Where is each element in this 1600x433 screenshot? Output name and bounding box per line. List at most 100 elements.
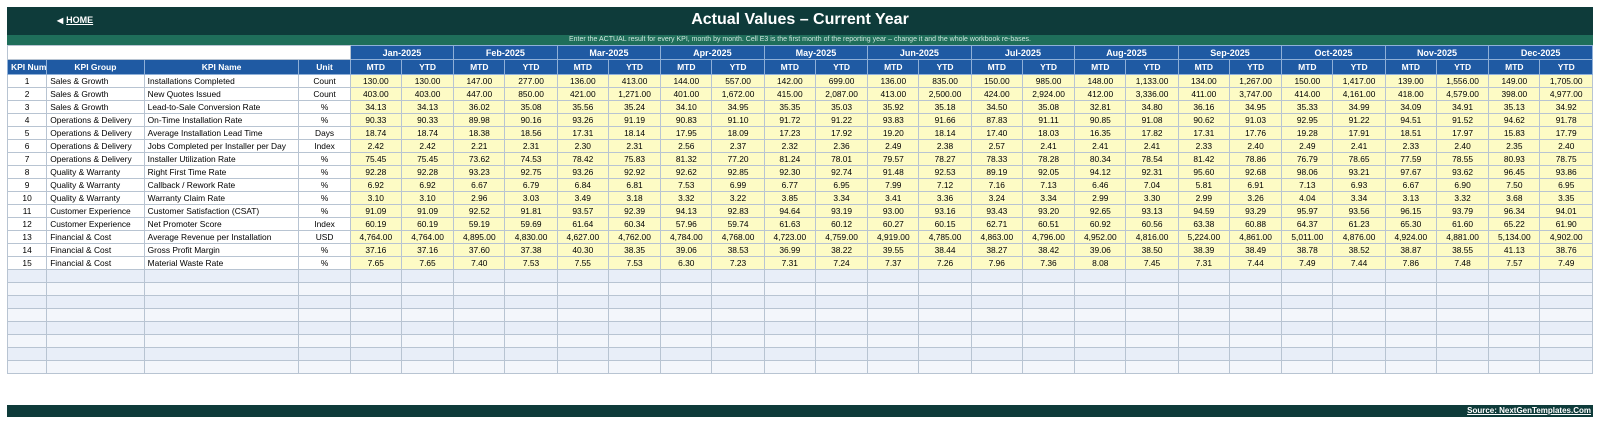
empty-cell[interactable] bbox=[814, 334, 869, 348]
empty-cell[interactable] bbox=[1384, 334, 1437, 348]
empty-cell[interactable] bbox=[1021, 282, 1076, 296]
ytd-value-cell[interactable]: 4,876.00 bbox=[1332, 230, 1386, 244]
ytd-value-cell[interactable]: 92.68 bbox=[1228, 165, 1283, 179]
empty-cell[interactable] bbox=[1332, 308, 1386, 322]
empty-cell[interactable] bbox=[298, 334, 351, 348]
empty-cell[interactable] bbox=[1384, 360, 1437, 374]
empty-cell[interactable] bbox=[1177, 347, 1230, 361]
mtd-value-cell[interactable]: 81.42 bbox=[1177, 152, 1230, 166]
empty-cell[interactable] bbox=[1488, 360, 1541, 374]
ytd-value-cell[interactable]: 4,768.00 bbox=[711, 230, 765, 244]
mtd-value-cell[interactable]: 19.28 bbox=[1281, 126, 1334, 140]
empty-cell[interactable] bbox=[6, 347, 48, 361]
ytd-value-cell[interactable]: 1,417.00 bbox=[1332, 74, 1386, 88]
mtd-value-cell[interactable]: 37.16 bbox=[349, 243, 402, 257]
mtd-value-cell[interactable]: 7.99 bbox=[867, 178, 920, 192]
mtd-value-cell[interactable]: 91.72 bbox=[763, 113, 816, 127]
ytd-value-cell[interactable]: 92.75 bbox=[504, 165, 558, 179]
empty-cell[interactable] bbox=[46, 308, 145, 322]
empty-cell[interactable] bbox=[504, 321, 558, 335]
mtd-value-cell[interactable]: 92.65 bbox=[1074, 204, 1127, 218]
empty-cell[interactable] bbox=[607, 360, 662, 374]
mtd-value-cell[interactable]: 411.00 bbox=[1177, 87, 1230, 101]
mtd-value-cell[interactable]: 2.56 bbox=[660, 139, 713, 153]
empty-cell[interactable] bbox=[298, 347, 351, 361]
ytd-value-cell[interactable]: 38.76 bbox=[1539, 243, 1593, 257]
empty-cell[interactable] bbox=[1435, 334, 1490, 348]
ytd-value-cell[interactable]: 92.28 bbox=[400, 165, 455, 179]
empty-cell[interactable] bbox=[1539, 295, 1593, 309]
empty-cell[interactable] bbox=[1539, 282, 1593, 296]
mtd-value-cell[interactable]: 92.62 bbox=[660, 165, 713, 179]
ytd-value-cell[interactable]: 4,816.00 bbox=[1125, 230, 1179, 244]
empty-cell[interactable] bbox=[400, 308, 455, 322]
mtd-value-cell[interactable]: 89.19 bbox=[970, 165, 1023, 179]
mtd-value-cell[interactable]: 4,784.00 bbox=[660, 230, 713, 244]
ytd-value-cell[interactable]: 2.40 bbox=[1228, 139, 1283, 153]
mtd-value-cell[interactable]: 93.26 bbox=[556, 113, 609, 127]
ytd-value-cell[interactable]: 4,762.00 bbox=[607, 230, 662, 244]
empty-cell[interactable] bbox=[143, 308, 300, 322]
mtd-value-cell[interactable]: 147.00 bbox=[453, 74, 506, 88]
mtd-value-cell[interactable]: 95.60 bbox=[1177, 165, 1230, 179]
mtd-value-cell[interactable]: 5,224.00 bbox=[1177, 230, 1230, 244]
mtd-value-cell[interactable]: 41.13 bbox=[1488, 243, 1541, 257]
ytd-value-cell[interactable]: 2.36 bbox=[814, 139, 869, 153]
ytd-value-cell[interactable]: 60.15 bbox=[918, 217, 972, 231]
mtd-value-cell[interactable]: 18.74 bbox=[349, 126, 402, 140]
mtd-value-cell[interactable]: 96.15 bbox=[1384, 204, 1437, 218]
ytd-value-cell[interactable]: 17.79 bbox=[1539, 126, 1593, 140]
ytd-value-cell[interactable]: 93.20 bbox=[1021, 204, 1076, 218]
mtd-value-cell[interactable]: 4,924.00 bbox=[1384, 230, 1437, 244]
ytd-value-cell[interactable]: 2.42 bbox=[400, 139, 455, 153]
empty-cell[interactable] bbox=[1384, 269, 1437, 283]
mtd-value-cell[interactable]: 6.46 bbox=[1074, 178, 1127, 192]
mtd-value-cell[interactable]: 17.31 bbox=[556, 126, 609, 140]
empty-cell[interactable] bbox=[1228, 308, 1283, 322]
empty-cell[interactable] bbox=[1021, 321, 1076, 335]
ytd-value-cell[interactable]: 3.30 bbox=[1125, 191, 1179, 205]
empty-cell[interactable] bbox=[400, 295, 455, 309]
mtd-value-cell[interactable]: 39.06 bbox=[660, 243, 713, 257]
ytd-value-cell[interactable]: 2,500.00 bbox=[918, 87, 972, 101]
empty-cell[interactable] bbox=[1332, 321, 1386, 335]
empty-cell[interactable] bbox=[6, 321, 48, 335]
mtd-value-cell[interactable]: 8.08 bbox=[1074, 256, 1127, 270]
mtd-value-cell[interactable]: 5,134.00 bbox=[1488, 230, 1541, 244]
empty-cell[interactable] bbox=[607, 282, 662, 296]
empty-cell[interactable] bbox=[660, 282, 713, 296]
mtd-value-cell[interactable]: 90.33 bbox=[349, 113, 402, 127]
empty-cell[interactable] bbox=[1125, 295, 1179, 309]
empty-cell[interactable] bbox=[453, 321, 506, 335]
mtd-value-cell[interactable]: 35.92 bbox=[867, 100, 920, 114]
empty-cell[interactable] bbox=[1177, 282, 1230, 296]
mtd-value-cell[interactable]: 5.81 bbox=[1177, 178, 1230, 192]
mtd-value-cell[interactable]: 94.62 bbox=[1488, 113, 1541, 127]
mtd-value-cell[interactable]: 32.81 bbox=[1074, 100, 1127, 114]
mtd-value-cell[interactable]: 401.00 bbox=[660, 87, 713, 101]
empty-cell[interactable] bbox=[1177, 308, 1230, 322]
mtd-value-cell[interactable]: 78.33 bbox=[970, 152, 1023, 166]
empty-cell[interactable] bbox=[711, 347, 765, 361]
empty-cell[interactable] bbox=[607, 269, 662, 283]
empty-cell[interactable] bbox=[918, 308, 972, 322]
empty-cell[interactable] bbox=[46, 269, 145, 283]
mtd-value-cell[interactable]: 415.00 bbox=[763, 87, 816, 101]
empty-cell[interactable] bbox=[349, 308, 402, 322]
ytd-value-cell[interactable]: 91.03 bbox=[1228, 113, 1283, 127]
empty-cell[interactable] bbox=[1332, 282, 1386, 296]
ytd-value-cell[interactable]: 3,747.00 bbox=[1228, 87, 1283, 101]
ytd-value-cell[interactable]: 2.38 bbox=[918, 139, 972, 153]
ytd-value-cell[interactable]: 2,924.00 bbox=[1021, 87, 1076, 101]
ytd-value-cell[interactable]: 78.75 bbox=[1539, 152, 1593, 166]
empty-cell[interactable] bbox=[298, 282, 351, 296]
empty-cell[interactable] bbox=[1488, 295, 1541, 309]
mtd-value-cell[interactable]: 6.77 bbox=[763, 178, 816, 192]
empty-cell[interactable] bbox=[1332, 347, 1386, 361]
ytd-value-cell[interactable]: 92.85 bbox=[711, 165, 765, 179]
mtd-value-cell[interactable]: 92.95 bbox=[1281, 113, 1334, 127]
empty-cell[interactable] bbox=[349, 269, 402, 283]
ytd-value-cell[interactable]: 7.53 bbox=[504, 256, 558, 270]
empty-cell[interactable] bbox=[1539, 360, 1593, 374]
mtd-value-cell[interactable]: 35.33 bbox=[1281, 100, 1334, 114]
